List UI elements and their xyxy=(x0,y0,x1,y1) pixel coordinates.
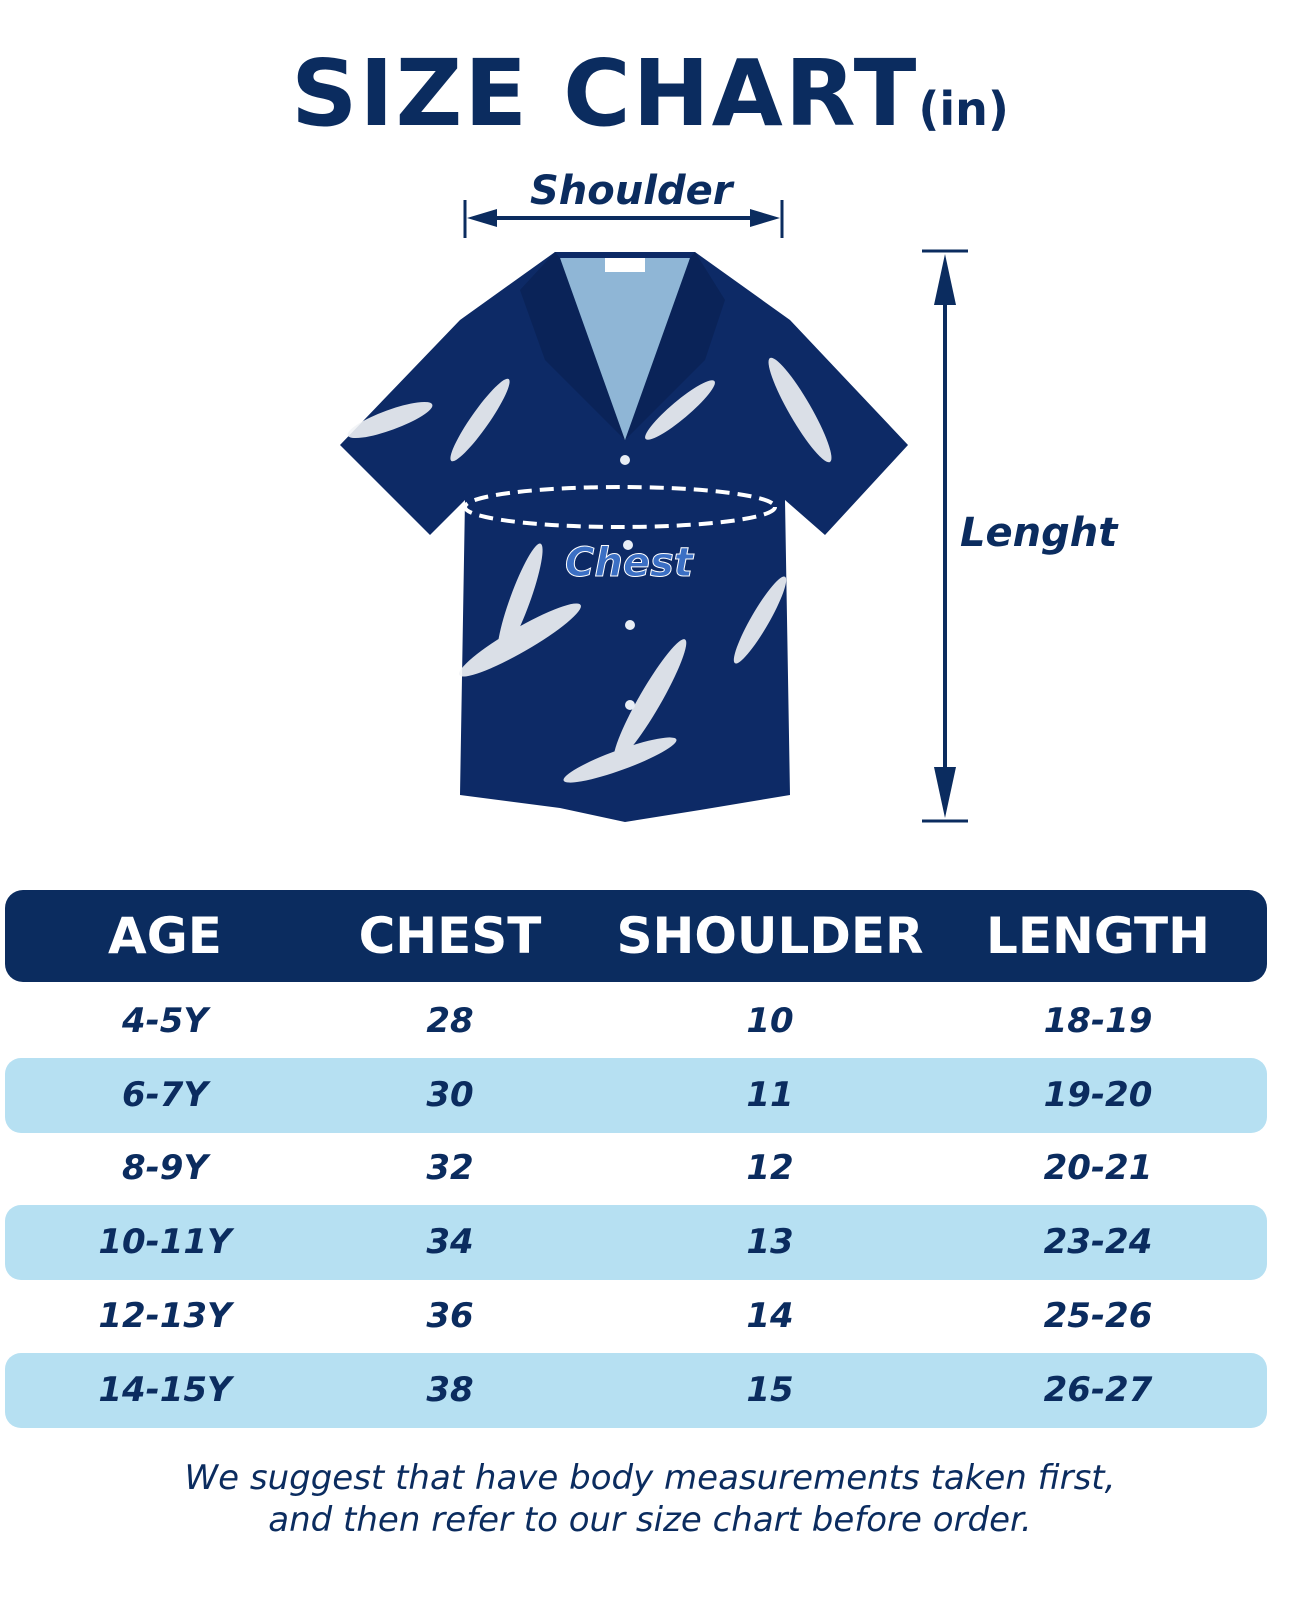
table-header: AGE CHEST SHOULDER LENGTH xyxy=(5,890,1267,982)
table-row: 8-9Y 32 12 20-21 xyxy=(5,1131,1267,1206)
cell-shoulder: 10 xyxy=(746,1001,794,1041)
cell-chest: 36 xyxy=(426,1295,474,1336)
chest-measure-line xyxy=(463,485,777,529)
shoulder-label: Shoulder xyxy=(530,168,733,214)
header-age: AGE xyxy=(108,907,222,965)
cell-length: 20-21 xyxy=(1043,1148,1153,1189)
cell-age: 10-11Y xyxy=(98,1222,232,1263)
cell-chest: 38 xyxy=(426,1369,474,1410)
header-chest: CHEST xyxy=(358,907,542,965)
cell-age: 8-9Y xyxy=(121,1148,209,1189)
cell-length: 25-26 xyxy=(1043,1295,1153,1336)
footer-note-line1: We suggest that have body measurements t… xyxy=(184,1458,1116,1498)
cell-shoulder: 12 xyxy=(746,1148,794,1189)
cell-shoulder: 11 xyxy=(746,1074,794,1115)
table-row: 10-11Y 34 13 23-24 xyxy=(5,1205,1267,1281)
table-row: 12-13Y 36 14 25-26 xyxy=(5,1279,1267,1354)
cell-length: 26-27 xyxy=(1043,1369,1153,1410)
cell-length: 18-19 xyxy=(1043,1001,1153,1041)
length-label: Lenght xyxy=(960,510,1118,556)
cell-shoulder: 13 xyxy=(746,1222,794,1263)
cell-age: 14-15Y xyxy=(98,1369,232,1410)
length-arrow xyxy=(922,249,968,823)
shoulder-arrow xyxy=(463,200,784,238)
title-unit: (in) xyxy=(918,82,1009,136)
cell-chest: 34 xyxy=(426,1222,474,1263)
cell-chest: 32 xyxy=(426,1148,474,1189)
title-text: SIZE CHART xyxy=(291,40,919,147)
footer-note-line2: and then refer to our size chart before … xyxy=(268,1500,1032,1540)
cell-length: 23-24 xyxy=(1043,1222,1153,1263)
page-title: SIZE CHART(in) xyxy=(0,40,1300,147)
shirt-diagram xyxy=(340,200,968,823)
cell-age: 12-13Y xyxy=(98,1295,232,1336)
header-length: LENGTH xyxy=(986,907,1210,965)
table-row: 4-5Y 28 10 18-19 xyxy=(5,984,1267,1059)
chest-label: Chest xyxy=(565,540,694,587)
table-row: 6-7Y 30 11 19-20 xyxy=(5,1057,1267,1133)
table-row: 14-15Y 38 15 26-27 xyxy=(5,1352,1267,1428)
cell-chest: 30 xyxy=(426,1074,474,1115)
header-shoulder: SHOULDER xyxy=(616,907,924,965)
cell-chest: 28 xyxy=(426,1001,474,1041)
cell-shoulder: 14 xyxy=(746,1295,794,1336)
shirt-image xyxy=(340,252,908,822)
cell-shoulder: 15 xyxy=(746,1369,794,1410)
cell-age: 4-5Y xyxy=(121,1001,209,1041)
cell-age: 6-7Y xyxy=(121,1074,209,1115)
cell-length: 19-20 xyxy=(1043,1074,1153,1115)
